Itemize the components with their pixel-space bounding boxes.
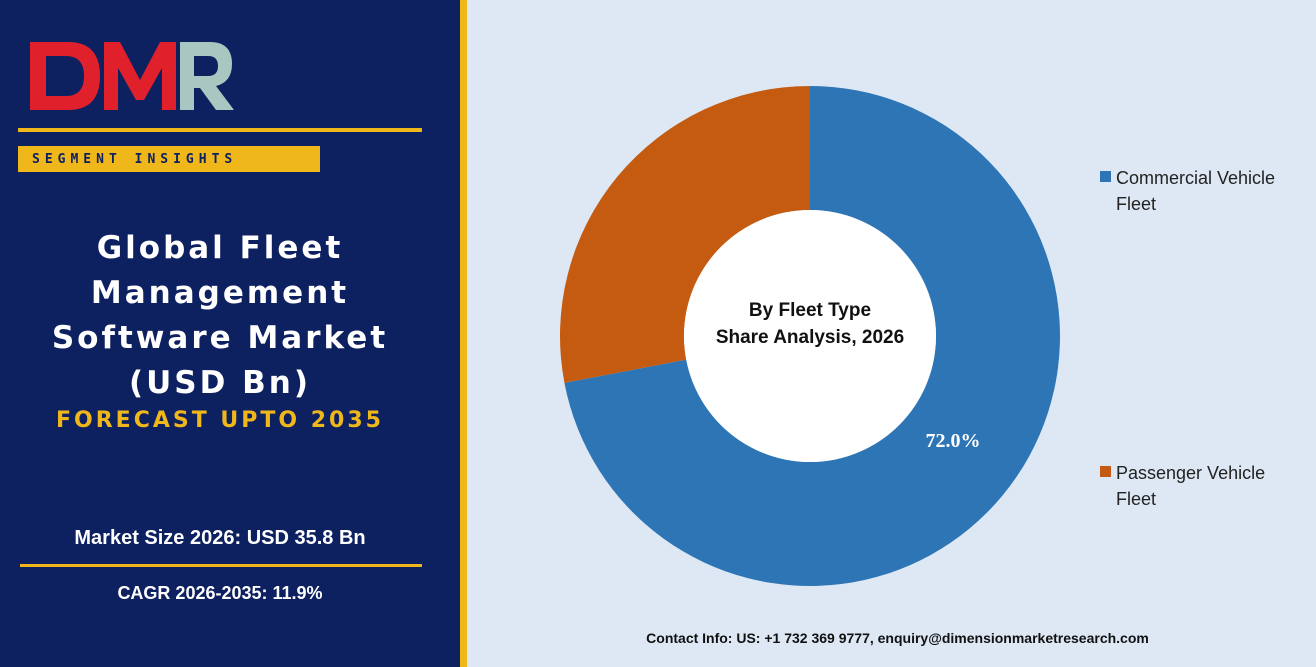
chart-panel: By Fleet Type Share Analysis, 2026 72.0%… — [467, 0, 1316, 667]
legend-label: Fleet — [1116, 194, 1157, 214]
left-panel: SEGMENT INSIGHTS Global Fleet Management… — [0, 0, 460, 667]
donut-hole — [684, 210, 936, 462]
gold-divider — [460, 0, 467, 667]
donut-chart: By Fleet Type Share Analysis, 2026 72.0% — [560, 86, 1060, 586]
title-line: Global Fleet — [96, 230, 344, 266]
center-title-line-1: By Fleet Type — [749, 300, 871, 321]
title-line: (USD Bn) — [128, 365, 312, 401]
title-line: Software Market — [51, 320, 389, 356]
legend-label: Passenger Vehicle — [1116, 463, 1266, 483]
cagr: CAGR 2026-2035: 11.9% — [117, 583, 323, 603]
donut-slice-commercial — [564, 86, 1060, 586]
legend-swatch-passenger — [1100, 466, 1111, 477]
legend-label: Fleet — [1116, 489, 1157, 509]
report-title: Global Fleet Management Software Market … — [20, 226, 420, 406]
legend-swatch-commercial — [1100, 171, 1111, 182]
stat-divider — [20, 564, 422, 567]
market-size: Market Size 2026: USD 35.8 Bn — [74, 527, 366, 549]
forecast-label: FORECAST UPTO 2035 — [56, 408, 384, 433]
segment-insights-badge: SEGMENT INSIGHTS — [18, 146, 320, 172]
contact-info: Contact Info: US: +1 732 369 9777, enqui… — [646, 630, 1149, 646]
dmr-logo — [30, 42, 234, 110]
donut-slice-passenger — [560, 86, 810, 383]
top-gold-rule — [18, 128, 422, 132]
legend-label: Commercial Vehicle — [1116, 168, 1276, 188]
center-title-line-2: Share Analysis, 2026 — [716, 327, 904, 348]
legend-item-passenger: Passenger Vehicle Fleet — [1100, 460, 1296, 512]
slice-label-commercial: 72.0% — [926, 430, 981, 452]
segment-insights-label: SEGMENT INSIGHTS — [32, 151, 238, 167]
legend-item-commercial: Commercial Vehicle Fleet — [1100, 165, 1296, 217]
title-line: Management — [90, 275, 350, 311]
